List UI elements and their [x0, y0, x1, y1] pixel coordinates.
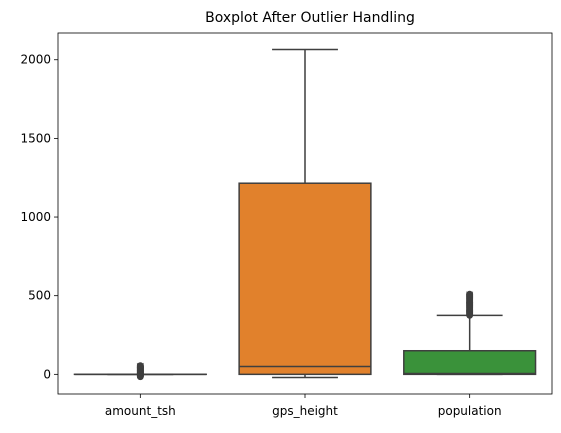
- y-tick-label: 2000: [20, 53, 51, 67]
- y-tick-label: 0: [43, 367, 51, 381]
- outlier-point: [136, 362, 144, 370]
- plot-area: 0 500 1000 1500 2000 amount_tsh gps_height popu…: [20, 32, 553, 418]
- x-tick-label: gps_height: [272, 404, 338, 418]
- x-tick-label: population: [438, 404, 502, 418]
- outlier-point: [466, 290, 474, 298]
- y-tick-label: 1000: [20, 210, 51, 224]
- box-gps_height: [238, 182, 372, 376]
- x-tick-label: amount_tsh: [105, 404, 176, 418]
- axes-frame: [57, 32, 553, 395]
- y-tick-label: 1500: [20, 131, 51, 145]
- y-tick-label: 500: [28, 289, 51, 303]
- box-population: [403, 349, 537, 376]
- chart-title: Boxplot After Outlier Handling: [205, 10, 415, 26]
